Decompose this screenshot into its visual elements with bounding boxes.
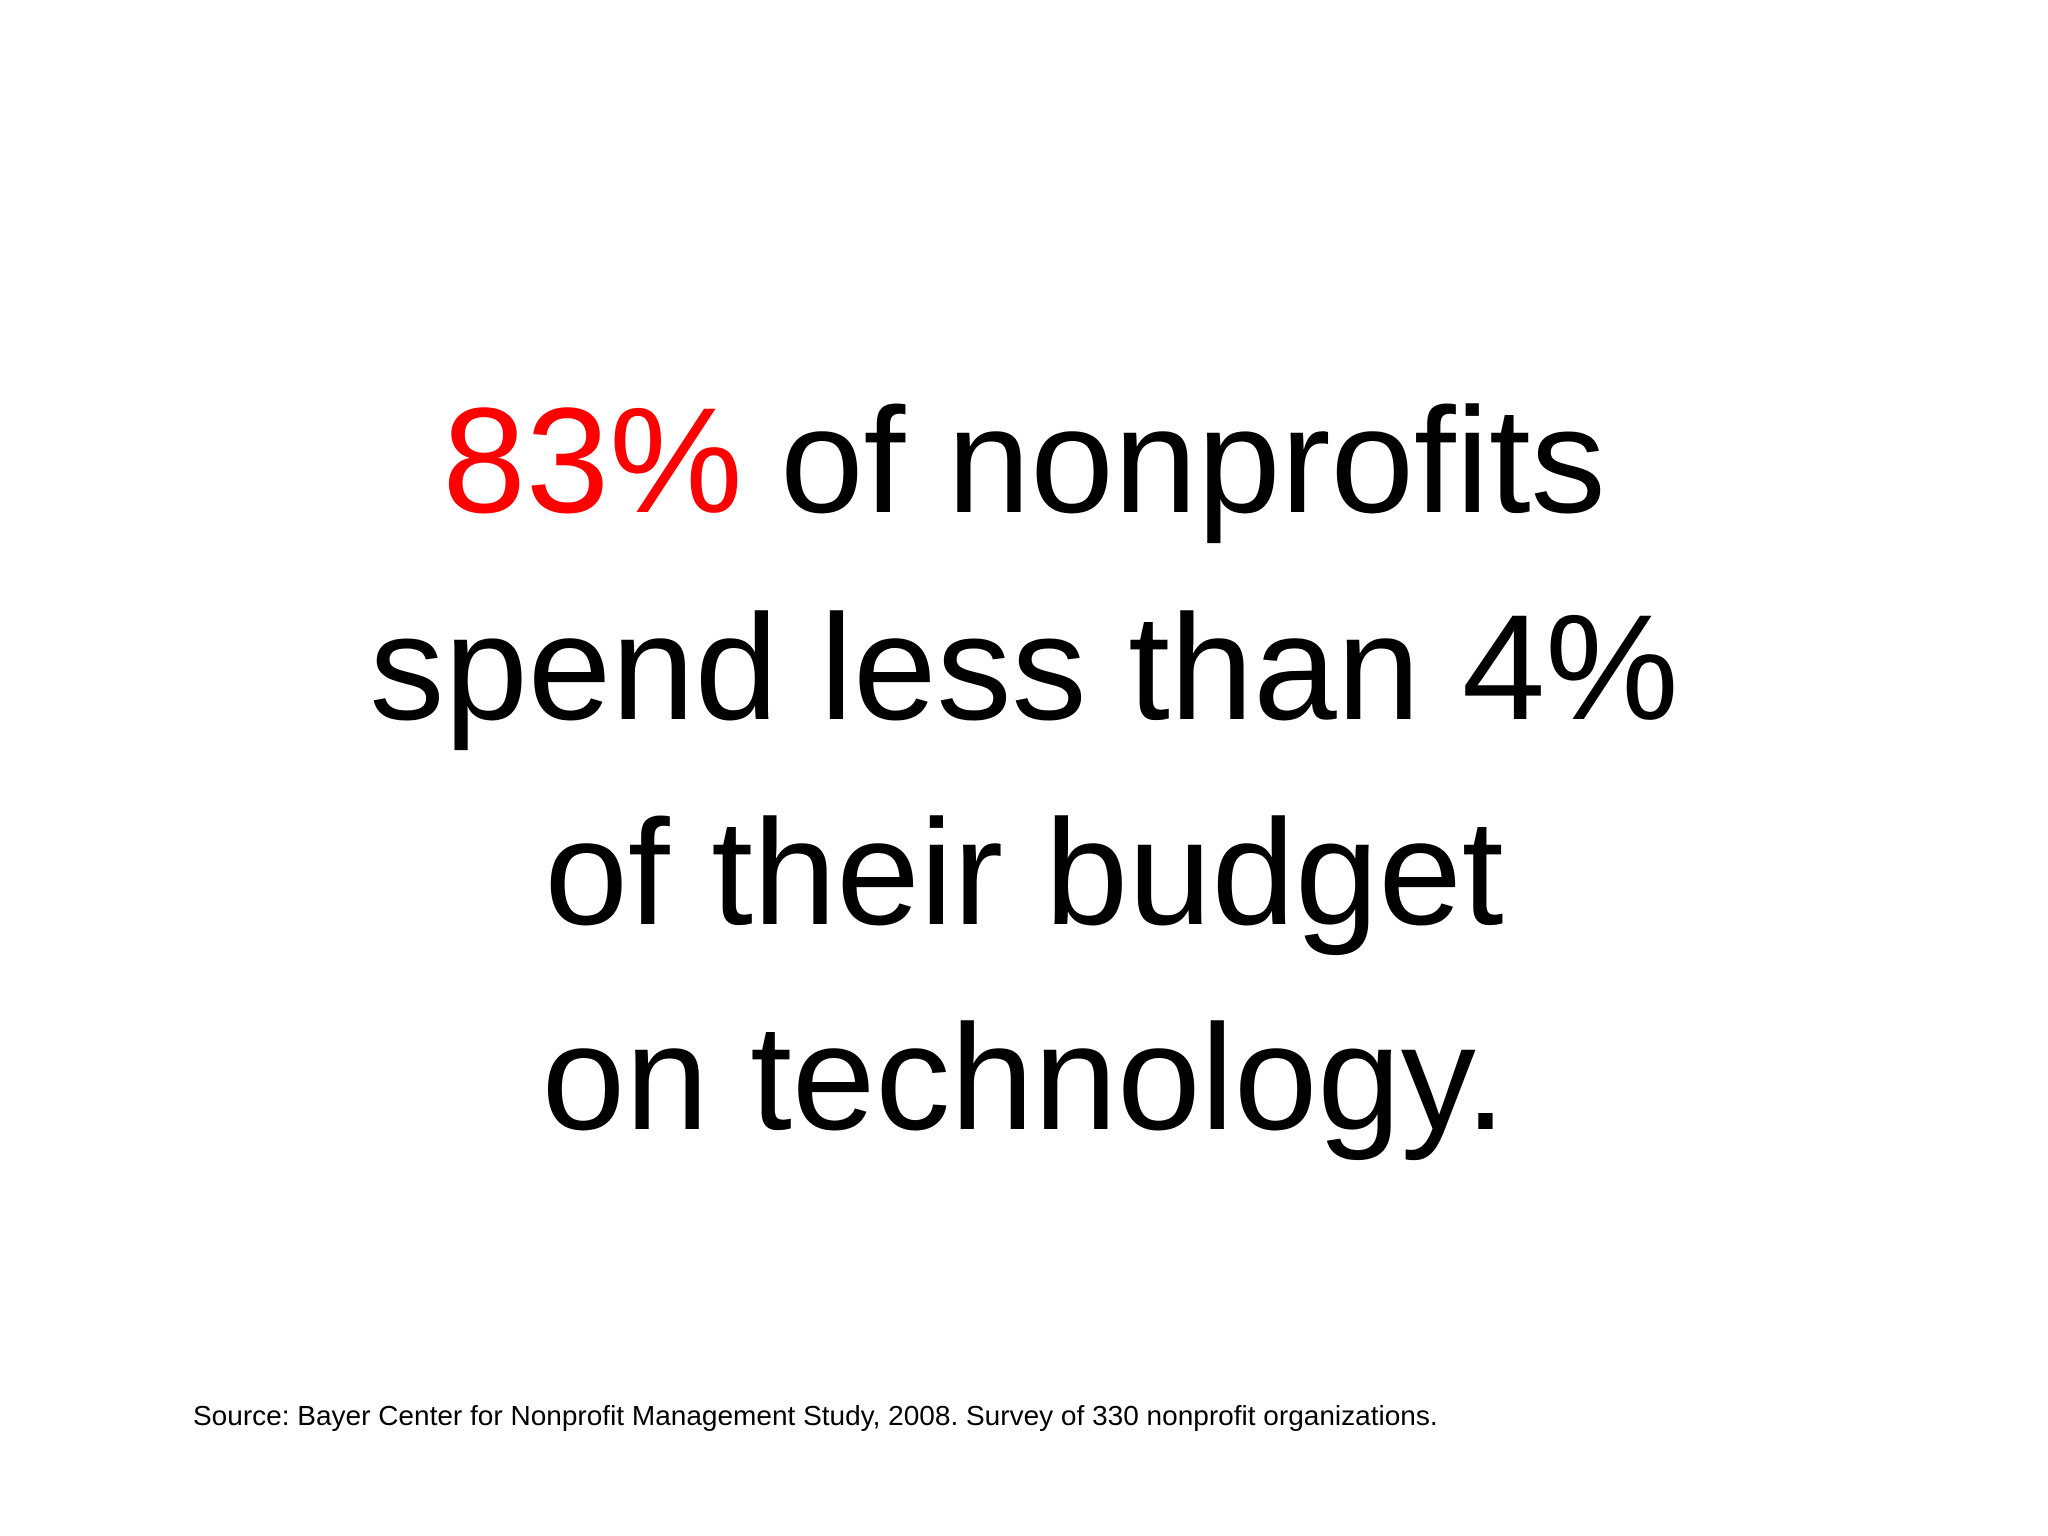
headline-line: on technology.: [541, 993, 1507, 1161]
highlight: 83%: [442, 376, 743, 544]
headline-line: 83% of nonprofits: [0, 385, 2048, 535]
headline-line: of their budget: [544, 788, 1504, 956]
headline-line: spend less than 4%: [369, 583, 1679, 751]
headline-text: of nonprofits: [780, 376, 1606, 544]
source-note: Source: Bayer Center for Nonprofit Manag…: [193, 1400, 1438, 1431]
